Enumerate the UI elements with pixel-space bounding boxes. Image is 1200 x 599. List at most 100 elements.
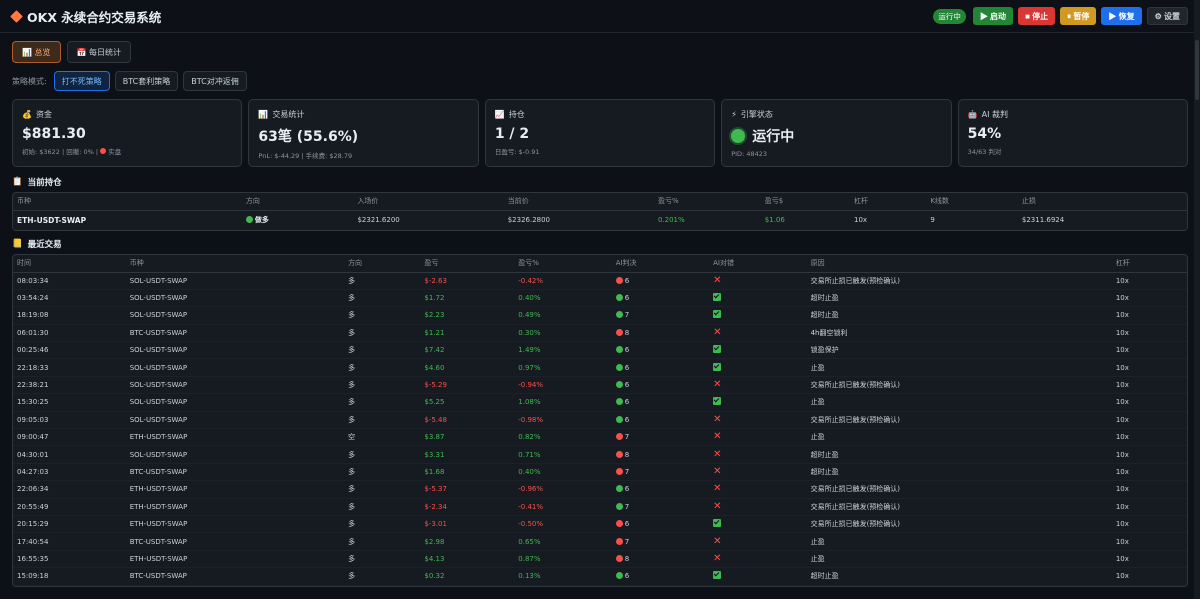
trades-body: 08:03:34 SOL-USDT-SWAP 多 $-2.63 -0.42% 6 ✕ 交易所止… xyxy=(13,272,1187,586)
trade-row[interactable]: 22:38:21 SOL-USDT-SWAP 多 $-5.29 -0.94% 6 ✕ 交易所止… xyxy=(13,376,1187,395)
trade-row[interactable]: 16:55:35 ETH-USDT-SWAP 多 $4.13 0.87% 8 ✕ 止盈 10x xyxy=(13,550,1187,569)
start-button[interactable]: ▶ 启动 xyxy=(972,7,1014,25)
ai-verdict-score: 6 xyxy=(624,415,630,424)
trade-side: 空 xyxy=(344,428,421,447)
trade-row[interactable]: 09:00:47 ETH-USDT-SWAP 空 $3.87 0.82% 7 ✕ 止盈 10x xyxy=(13,428,1187,447)
trade-side: 多 xyxy=(344,306,421,325)
column-header[interactable]: AI对错 xyxy=(709,255,807,273)
strategy-option-unkillable[interactable]: 打不死策略 xyxy=(53,71,110,91)
column-header[interactable]: 原因 xyxy=(806,255,1112,273)
ai-verdict-score: 7 xyxy=(624,311,630,320)
trade-pnl-pct: -0.41% xyxy=(514,498,612,516)
column-header[interactable]: 币种 xyxy=(13,193,242,211)
trade-side: 多 xyxy=(344,550,421,569)
column-header[interactable]: K线数 xyxy=(926,193,1018,211)
stop-button[interactable]: ■ 停止 xyxy=(1018,7,1056,25)
trade-side: 多 xyxy=(344,272,421,290)
column-header[interactable]: 方向 xyxy=(241,193,354,211)
column-header[interactable]: 盈亏% xyxy=(514,255,612,273)
column-header[interactable]: AI判决 xyxy=(611,255,710,273)
trade-row[interactable]: 15:09:18 BTC-USDT-SWAP 多 $0.32 0.13% 6 超时止盈 10x xyxy=(13,567,1187,586)
trade-row[interactable]: 09:05:03 SOL-USDT-SWAP 多 $-5.48 -0.98% 6 ✕ 交易所止… xyxy=(13,411,1187,430)
trade-row[interactable]: 04:27:03 BTC-USDT-SWAP 多 $1.68 0.40% 7 ✕ 超时止盈 10… xyxy=(13,463,1187,482)
tab-daily-stats[interactable]: 📅 每日统计 xyxy=(66,41,132,63)
trade-symbol: BTC-USDT-SWAP xyxy=(125,567,345,586)
trade-symbol: SOL-USDT-SWAP xyxy=(125,445,345,464)
column-header[interactable]: 当前价 xyxy=(503,193,654,211)
column-header[interactable]: 币种 xyxy=(125,255,345,273)
resume-button[interactable]: ▶ 恢复 xyxy=(1101,7,1142,25)
positions-table-panel: 币种 方向 入场价 当前价 盈亏% 盈亏$ 杠杆 K线数 止损 ETH-USDT… xyxy=(12,192,1188,231)
logo-diamond-icon xyxy=(10,9,23,23)
trade-row[interactable]: 18:19:08 SOL-USDT-SWAP 多 $2.23 0.49% 7 超时止盈 10x xyxy=(13,306,1187,325)
correct-check-icon xyxy=(713,310,722,319)
settings-button[interactable]: ⚙ 设置 xyxy=(1146,7,1188,25)
scrollbar-thumb[interactable] xyxy=(1195,40,1199,100)
trade-symbol: SOL-USDT-SWAP xyxy=(125,289,345,308)
trade-leverage: 10x xyxy=(1111,515,1187,534)
column-header[interactable]: 时间 xyxy=(13,255,126,273)
column-header[interactable]: 杠杆 xyxy=(850,193,927,211)
trade-row[interactable]: 22:18:33 SOL-USDT-SWAP 多 $4.60 0.97% 6 止盈 10x xyxy=(13,358,1187,377)
trade-pnl: $2.23 xyxy=(420,306,515,325)
strategy-option-btc-arbitrage[interactable]: BTC套利策略 xyxy=(114,71,179,91)
trade-row[interactable]: 03:54:24 SOL-USDT-SWAP 多 $1.72 0.40% 6 超时止盈 10x xyxy=(13,289,1187,308)
trade-pnl: $-2.34 xyxy=(420,498,515,516)
trade-pnl: $1.72 xyxy=(420,289,515,308)
trade-row[interactable]: 17:40:54 BTC-USDT-SWAP 多 $2.98 0.65% 7 ✕ 止盈 10x xyxy=(13,532,1187,551)
trade-pnl: $7.42 xyxy=(420,341,515,360)
engine-status-value: 运行中 xyxy=(731,126,941,146)
column-header[interactable]: 盈亏$ xyxy=(760,193,851,211)
trade-pnl: $1.68 xyxy=(420,463,515,482)
trade-row[interactable]: 20:55:49 ETH-USDT-SWAP 多 $-2.34 -0.41% 7 ✕ 交易所止… xyxy=(13,498,1187,516)
trade-pnl-pct: 0.97% xyxy=(514,358,612,377)
trade-symbol: BTC-USDT-SWAP xyxy=(125,324,345,343)
trade-pnl: $-5.48 xyxy=(420,411,515,430)
position-row[interactable]: ETH-USDT-SWAP 做多 $2321.6200 $2326.2800 0… xyxy=(13,210,1187,230)
trade-leverage: 10x xyxy=(1111,376,1187,395)
trade-leverage: 10x xyxy=(1111,393,1187,412)
column-header[interactable]: 杠杆 xyxy=(1111,255,1187,273)
correct-check-icon xyxy=(713,571,722,580)
view-tabs: 📊 总览 📅 每日统计 xyxy=(0,33,1200,69)
wrong-cross-icon: ✕ xyxy=(713,413,722,425)
column-header[interactable]: 入场价 xyxy=(353,193,504,211)
trade-pnl-pct: 0.13% xyxy=(514,567,612,586)
trade-row[interactable]: 15:30:25 SOL-USDT-SWAP 多 $5.25 1.08% 6 止盈 10x xyxy=(13,393,1187,412)
trade-row[interactable]: 04:30:01 SOL-USDT-SWAP 多 $3.31 0.71% 8 ✕ 超时止盈 10… xyxy=(13,445,1187,464)
trade-row[interactable]: 08:03:34 SOL-USDT-SWAP 多 $-2.63 -0.42% 6 ✕ 交易所止… xyxy=(13,272,1187,290)
position-pnl-usd: $1.06 xyxy=(764,216,785,225)
page-scrollbar[interactable] xyxy=(1194,0,1200,599)
trade-row[interactable]: 00:25:46 SOL-USDT-SWAP 多 $7.42 1.49% 6 锁盈保护 10x xyxy=(13,341,1187,360)
pause-button[interactable]: ⏸ 暂停 xyxy=(1060,7,1097,25)
ai-verdict-dot-icon xyxy=(615,467,623,475)
trade-symbol: SOL-USDT-SWAP xyxy=(125,376,345,395)
trade-row[interactable]: 06:01:30 BTC-USDT-SWAP 多 $1.21 0.30% 8 ✕ 4h翻空锁利… xyxy=(13,324,1187,343)
trade-time: 18:19:08 xyxy=(13,306,126,325)
column-header[interactable]: 止损 xyxy=(1017,193,1187,211)
trade-ai-verdict: 6 xyxy=(611,341,710,360)
column-header[interactable]: 盈亏 xyxy=(420,255,515,273)
trade-ai-correct: ✕ xyxy=(709,428,807,447)
trade-row[interactable]: 22:06:34 ETH-USDT-SWAP 多 $-5.37 -0.96% 6 ✕ 交易所止… xyxy=(13,480,1187,499)
trade-reason: 交易所止损已触发(预检确认) xyxy=(806,498,1112,516)
tab-overview[interactable]: 📊 总览 xyxy=(12,41,61,63)
trade-leverage: 10x xyxy=(1111,480,1187,499)
trade-ai-verdict: 7 xyxy=(611,498,710,516)
ai-verdict-dot-icon xyxy=(615,398,623,406)
column-header[interactable]: 盈亏% xyxy=(653,193,761,211)
trade-row[interactable]: 20:15:29 ETH-USDT-SWAP 多 $-3.01 -0.50% 6 交易所止损… xyxy=(13,515,1187,534)
trade-leverage: 10x xyxy=(1111,550,1187,569)
wrong-cross-icon: ✕ xyxy=(713,326,722,338)
trade-leverage: 10x xyxy=(1111,498,1187,516)
column-header[interactable]: 方向 xyxy=(344,255,421,273)
trade-ai-correct xyxy=(709,341,807,360)
trade-stats-value: 63笔 (55.6%) xyxy=(258,129,359,145)
trade-ai-correct: ✕ xyxy=(709,324,807,343)
trade-pnl-pct: -0.94% xyxy=(514,376,612,395)
trade-pnl: $-5.29 xyxy=(420,376,515,395)
lightning-icon: ⚡ xyxy=(731,110,737,119)
engine-status-text: 运行中 xyxy=(752,129,795,145)
ai-judge-sub: 34/63 判对 xyxy=(967,148,1002,156)
strategy-option-btc-hedge-rebate[interactable]: BTC对冲返佣 xyxy=(183,71,247,91)
